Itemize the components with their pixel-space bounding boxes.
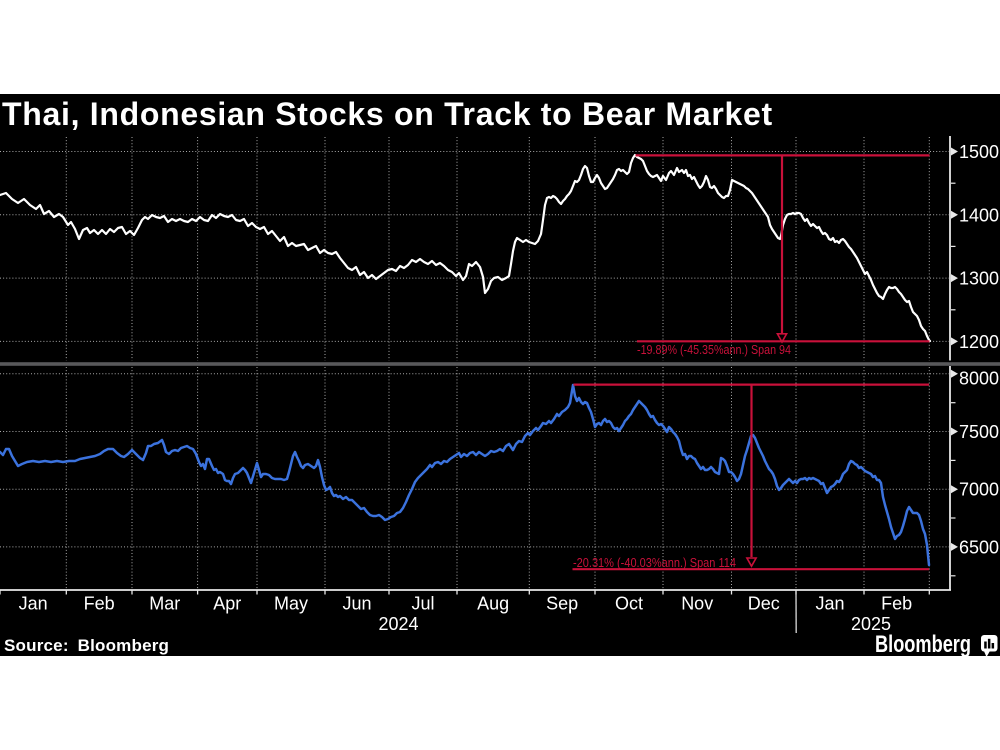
svg-text:1400: 1400 [959,205,999,225]
svg-text:1200: 1200 [959,332,999,352]
svg-text:-19.89% (-45.35%ann.) Span 94: -19.89% (-45.35%ann.) Span 94 [637,343,791,357]
svg-text:1500: 1500 [959,142,999,162]
svg-text:Jul: Jul [411,594,434,614]
svg-text:Feb: Feb [881,594,912,614]
svg-text:Jan: Jan [19,594,48,614]
svg-text:Source: Bloomberg: Source: Bloomberg [4,636,169,655]
svg-text:Jan: Jan [815,594,844,614]
svg-text:1300: 1300 [959,269,999,289]
svg-text:2025: 2025 [851,614,891,634]
svg-text:Oct: Oct [615,594,643,614]
svg-text:Aug: Aug [477,594,509,614]
svg-text:6500: 6500 [959,537,999,557]
svg-text:Thai, Indonesian Stocks on Tra: Thai, Indonesian Stocks on Track to Bear… [2,96,773,132]
svg-text:Feb: Feb [84,594,115,614]
svg-text:Mar: Mar [149,594,180,614]
svg-text:Dec: Dec [748,594,780,614]
svg-text:-20.31% (-40.03%ann.) Span 114: -20.31% (-40.03%ann.) Span 114 [573,556,736,570]
svg-text:May: May [274,594,308,614]
svg-text:Bloomberg: Bloomberg [875,631,971,658]
svg-text:8000: 8000 [959,369,999,389]
svg-text:Sep: Sep [546,594,578,614]
svg-text:7500: 7500 [959,422,999,442]
svg-text:7000: 7000 [959,480,999,500]
svg-text:Apr: Apr [213,594,241,614]
svg-text:Jun: Jun [342,594,371,614]
svg-text:Nov: Nov [681,594,713,614]
svg-text:2024: 2024 [378,614,418,634]
